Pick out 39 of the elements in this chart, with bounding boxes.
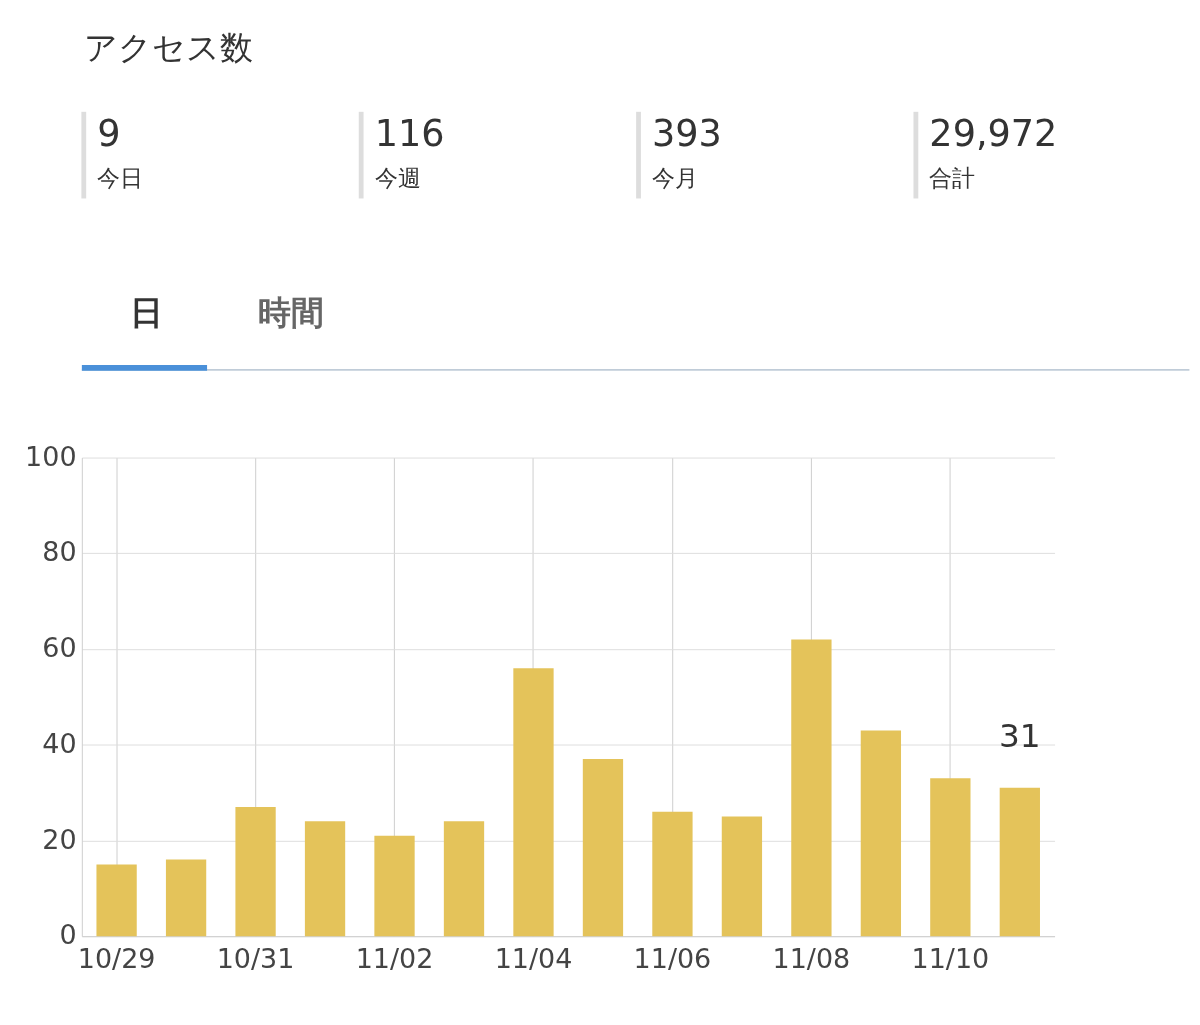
bar [96, 864, 137, 937]
text: 393 [652, 112, 722, 156]
x-tick-label: 11/04 [494, 942, 573, 974]
x-tick-label: 11/08 [772, 942, 851, 974]
bar [165, 859, 207, 937]
text: 日 [129, 293, 163, 332]
text: 116 [374, 112, 445, 156]
y-tick-label: 20 [42, 823, 77, 855]
y-tick-label: 80 [42, 536, 77, 568]
x-tick-label: 11/02 [355, 942, 434, 974]
x-tick-label: 10/31 [216, 942, 295, 974]
bar [860, 730, 902, 937]
bar [443, 821, 485, 937]
y-tick-label: 100 [25, 440, 77, 472]
bar [652, 811, 693, 937]
data-label: 31 [999, 717, 1041, 756]
bar [374, 835, 415, 937]
bar [513, 668, 554, 937]
bar [721, 816, 763, 937]
x-tick-label: 10/29 [77, 942, 156, 974]
category-label: 合計 [929, 164, 976, 191]
text: 9 [97, 112, 121, 156]
bar [999, 787, 1040, 937]
x-tick-label: 11/06 [633, 942, 712, 974]
text: アクセス数 [83, 28, 253, 67]
bar [791, 639, 832, 937]
y-tick-label: 0 [59, 919, 77, 951]
y-tick-label: 40 [42, 727, 77, 759]
category-label: 今月 [652, 164, 699, 191]
category-label: 今週 [374, 164, 421, 191]
y-tick-label: 60 [42, 632, 77, 664]
bar [235, 806, 276, 937]
bar [582, 759, 624, 937]
text: 時間 [257, 293, 324, 332]
text: 29,972 [929, 112, 1058, 156]
bar [304, 821, 346, 937]
x-tick-label: 11/10 [911, 942, 990, 974]
bar [930, 778, 971, 937]
category-label: 今日 [97, 164, 144, 191]
